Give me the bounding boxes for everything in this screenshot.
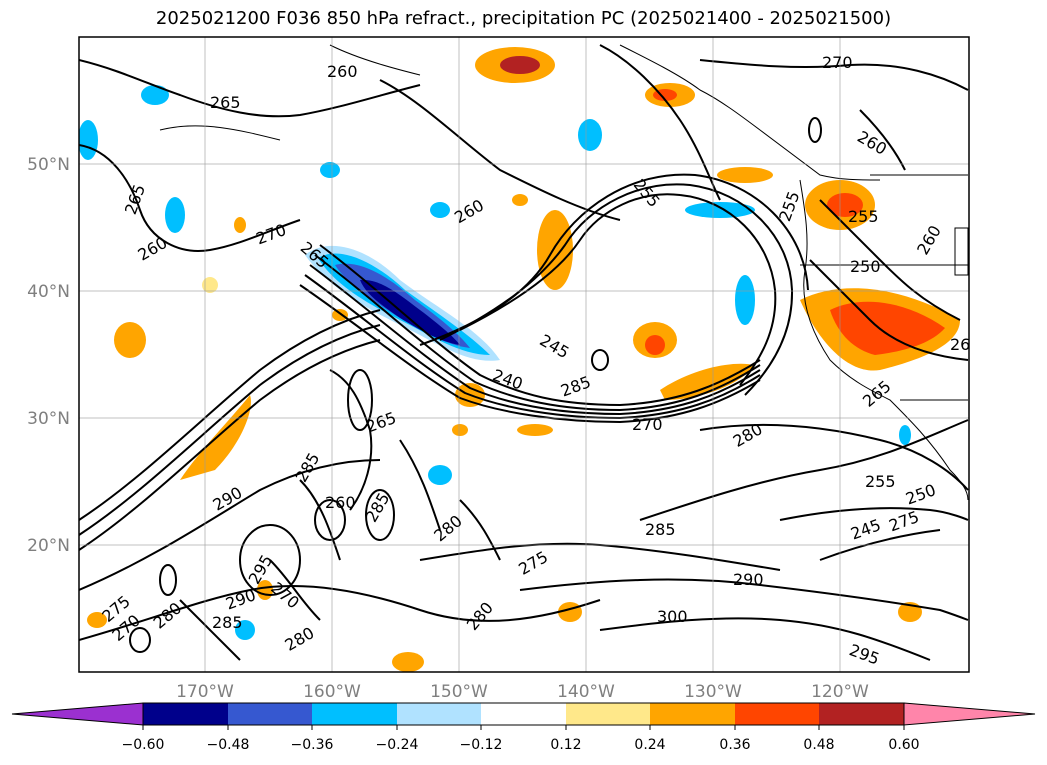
contour-label: 255 <box>865 472 896 491</box>
colorbar-segment <box>566 703 650 725</box>
colorbar-segment <box>819 703 904 725</box>
contour-label: 265 <box>950 335 981 354</box>
lon-label: 120°W <box>811 682 869 702</box>
precip-neg-area <box>79 120 98 160</box>
lat-label: 50°N <box>27 155 70 175</box>
contour-label: 250 <box>850 257 881 276</box>
map-frame <box>78 36 970 673</box>
precip-neg-area <box>685 202 755 218</box>
lat-label: 30°N <box>27 409 70 429</box>
precip-pos-area <box>517 424 553 436</box>
colorbar: −0.60 −0.48 −0.36 −0.24 −0.12 0.12 0.24 … <box>11 702 1036 753</box>
colorbar-tick-label: 0.48 <box>803 737 834 753</box>
colorbar-segment <box>735 703 819 725</box>
colorbar-tick-label: −0.48 <box>207 737 250 753</box>
precip-pos-area <box>717 167 773 183</box>
colorbar-tick-label: −0.24 <box>376 737 419 753</box>
precip-neg-area <box>235 620 255 640</box>
colorbar-tick-label: −0.60 <box>122 737 165 753</box>
contour-label: 265 <box>210 93 241 112</box>
colorbar-segment <box>481 703 566 725</box>
precip-pos-area <box>452 424 468 436</box>
precip-pos-area <box>660 363 755 400</box>
map-panel <box>79 37 969 672</box>
colorbar-tick-label: 0.60 <box>888 737 919 753</box>
precip-neg-area <box>899 425 911 445</box>
precip-neg-area <box>141 85 169 105</box>
lat-label: 40°N <box>27 282 70 302</box>
colorbar-segment <box>650 703 735 725</box>
contour-label: 290 <box>733 570 764 589</box>
precip-neg-area <box>428 465 452 485</box>
lon-label: 160°W <box>303 682 361 702</box>
precip-neg-area <box>320 162 340 178</box>
precip-pos-area <box>500 56 540 74</box>
colorbar-frame <box>142 702 905 726</box>
colorbar-tick-label: 0.12 <box>550 737 581 753</box>
lon-label: 170°W <box>176 682 234 702</box>
contour-label: 300 <box>657 607 688 626</box>
precip-neg-area <box>360 279 460 345</box>
colorbar-tick-label: 0.36 <box>719 737 750 753</box>
lon-label: 130°W <box>684 682 742 702</box>
colorbar-segment <box>312 703 397 725</box>
precip-pos-area <box>537 210 573 290</box>
contour-label: 270 <box>632 415 663 434</box>
colorbar-segment <box>228 703 312 725</box>
colorbar-over-arrow <box>903 702 1036 726</box>
refractivity-contours <box>79 44 969 661</box>
colorbar-tick-label: −0.12 <box>460 737 503 753</box>
gridlines <box>79 37 969 672</box>
precip-neg-area <box>430 202 450 218</box>
contour-label: 285 <box>212 613 243 632</box>
colorbar-segment <box>143 703 228 725</box>
lat-label: 20°N <box>27 536 70 556</box>
colorbar-under-arrow <box>11 702 144 726</box>
precip-pos-area <box>645 335 665 355</box>
plot-title: 2025021200 F036 850 hPa refract., precip… <box>155 8 892 29</box>
precip-pos-area <box>202 277 218 293</box>
precip-neg-area <box>165 197 185 233</box>
precip-neg-area <box>735 275 755 325</box>
contour-label: 260 <box>325 493 356 512</box>
precip-pos-area <box>830 301 945 355</box>
precip-neg-area <box>578 119 602 151</box>
precip-pos-area <box>87 612 107 628</box>
colorbar-tick-label: 0.24 <box>634 737 665 753</box>
longitude-labels: 170°W 160°W 150°W 140°W 130°W 120°W <box>176 682 869 702</box>
contour-label: 255 <box>848 207 879 226</box>
colorbar-tick-label: −0.36 <box>291 737 334 753</box>
contour-label: 270 <box>822 53 853 72</box>
precip-pos-area <box>512 194 528 206</box>
latitude-labels: 50°N 40°N 30°N 20°N <box>27 155 70 556</box>
precip-pos-area <box>114 322 146 358</box>
precip-pos-area <box>234 217 246 233</box>
colorbar-segment <box>397 703 481 725</box>
lon-label: 140°W <box>557 682 615 702</box>
contour-label: 285 <box>645 520 676 539</box>
lon-label: 150°W <box>430 682 488 702</box>
precip-pos-area <box>827 193 863 217</box>
precip-pos-area <box>392 652 424 672</box>
contour-label: 260 <box>327 62 358 81</box>
precip-pos-area <box>332 309 348 321</box>
